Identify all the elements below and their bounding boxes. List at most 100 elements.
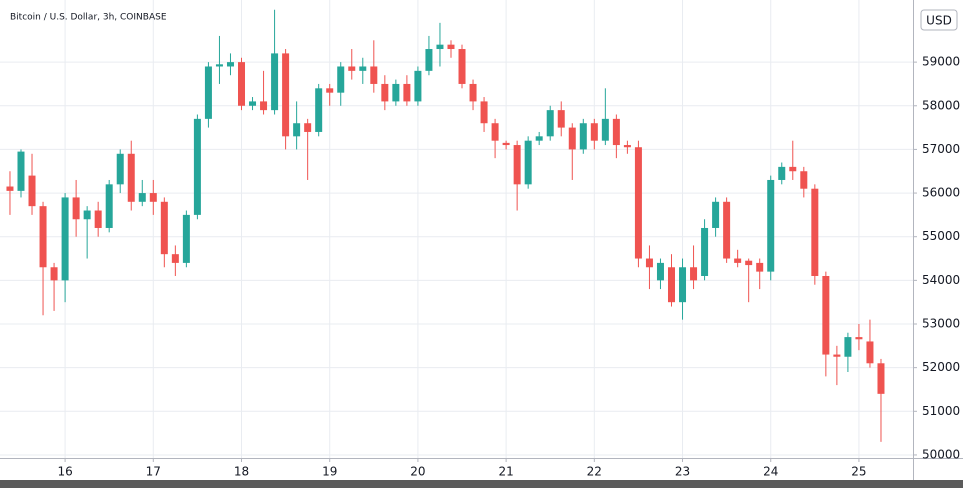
candle-body — [182, 214, 190, 263]
candle-body — [260, 101, 268, 111]
candle-body — [337, 66, 345, 93]
bottom-strip — [0, 480, 963, 488]
candle-body — [546, 110, 554, 137]
candle-body — [425, 49, 433, 71]
candle-body — [800, 171, 808, 189]
candle-body — [734, 258, 742, 263]
labels: 50000 51000 52000 53000 54000 55000 56000 57000… — [57, 55, 960, 479]
x-tick-label: 22 — [587, 465, 602, 479]
candle-body — [6, 186, 14, 191]
candle-body — [392, 83, 400, 102]
candle-body — [28, 175, 36, 207]
candle-body — [215, 64, 223, 67]
y-tick-label: 58000 — [922, 98, 960, 112]
candle-body — [61, 197, 69, 281]
currency-label[interactable]: USD — [926, 14, 952, 28]
candle-body — [381, 83, 389, 102]
candle-body — [767, 179, 775, 272]
candle-body — [193, 118, 201, 215]
candle-body — [811, 188, 819, 276]
candle-body — [679, 267, 687, 303]
x-tick-label: 25 — [851, 465, 866, 479]
candle-body — [480, 101, 488, 124]
candle-body — [171, 254, 179, 263]
candle-body — [502, 142, 510, 146]
candle-body — [226, 62, 234, 67]
y-tick-label: 59000 — [922, 55, 960, 69]
x-tick-label: 20 — [410, 465, 425, 479]
candle-body — [116, 153, 124, 185]
candle-body — [83, 210, 91, 220]
candle-body — [557, 110, 565, 128]
currency-badge[interactable] — [920, 9, 958, 31]
candle-body — [568, 127, 576, 150]
candle-body — [315, 88, 323, 132]
y-tick-label: 56000 — [922, 186, 960, 200]
candle-body — [39, 206, 47, 268]
candle-body — [723, 201, 731, 259]
candle-body — [701, 227, 709, 276]
candle-body — [866, 341, 874, 364]
candle-body — [72, 197, 80, 220]
candle-body — [359, 66, 367, 71]
candle-body — [249, 101, 257, 106]
y-tick-label: 51000 — [922, 404, 960, 418]
x-tick-label: 17 — [146, 465, 161, 479]
candle-body — [601, 118, 609, 141]
candle-body — [822, 275, 830, 355]
candle-body — [50, 267, 58, 281]
candle-body — [138, 193, 146, 202]
chart-title: Bitcoin / U.S. Dollar, 3h, COINBASE — [10, 13, 167, 23]
grid-layer — [0, 0, 913, 458]
candle-body — [855, 337, 863, 340]
candle-body — [612, 118, 620, 146]
candle-body — [127, 153, 135, 202]
candle-body — [877, 363, 885, 394]
y-tick-label: 50000 — [922, 447, 960, 461]
candle-body — [94, 210, 102, 228]
y-tick-label: 53000 — [922, 317, 960, 331]
candle-body — [204, 66, 212, 119]
candle-body — [623, 145, 631, 148]
candle-body — [789, 166, 797, 172]
candles — [6, 9, 885, 442]
candle-body — [149, 193, 157, 202]
candle-body — [778, 166, 786, 180]
x-tick-label: 16 — [57, 465, 72, 479]
candle-body — [436, 44, 444, 50]
x-tick-label: 18 — [234, 465, 249, 479]
candle-body — [458, 49, 466, 84]
candle-body — [833, 354, 841, 357]
candle-body — [745, 260, 753, 266]
y-tick-label: 52000 — [922, 360, 960, 374]
candle-body — [756, 262, 764, 272]
candle-body — [414, 70, 422, 102]
x-tick-label: 19 — [322, 465, 337, 479]
candle-body — [304, 123, 312, 132]
candle-body — [645, 258, 653, 268]
candle-body — [348, 66, 356, 71]
candle-body — [491, 123, 499, 141]
candle-body — [634, 147, 642, 259]
candle-body — [238, 62, 246, 106]
candle-body — [282, 53, 290, 137]
candle-body — [105, 184, 113, 228]
candle-body — [17, 151, 25, 191]
candle-body — [326, 88, 334, 93]
x-tick-label: 23 — [675, 465, 690, 479]
candle-body — [160, 201, 168, 255]
candle-body — [844, 337, 852, 357]
candle-body — [590, 123, 598, 141]
candle-body — [690, 267, 698, 281]
candle-body — [524, 140, 532, 185]
candle-body — [447, 44, 455, 50]
candle-body — [535, 136, 543, 141]
x-tick-label: 24 — [763, 465, 778, 479]
y-tick-label: 57000 — [922, 142, 960, 156]
candle-body — [293, 123, 301, 137]
candle-body — [656, 262, 664, 281]
y-tick-label: 55000 — [922, 229, 960, 243]
candle-body — [513, 145, 521, 185]
